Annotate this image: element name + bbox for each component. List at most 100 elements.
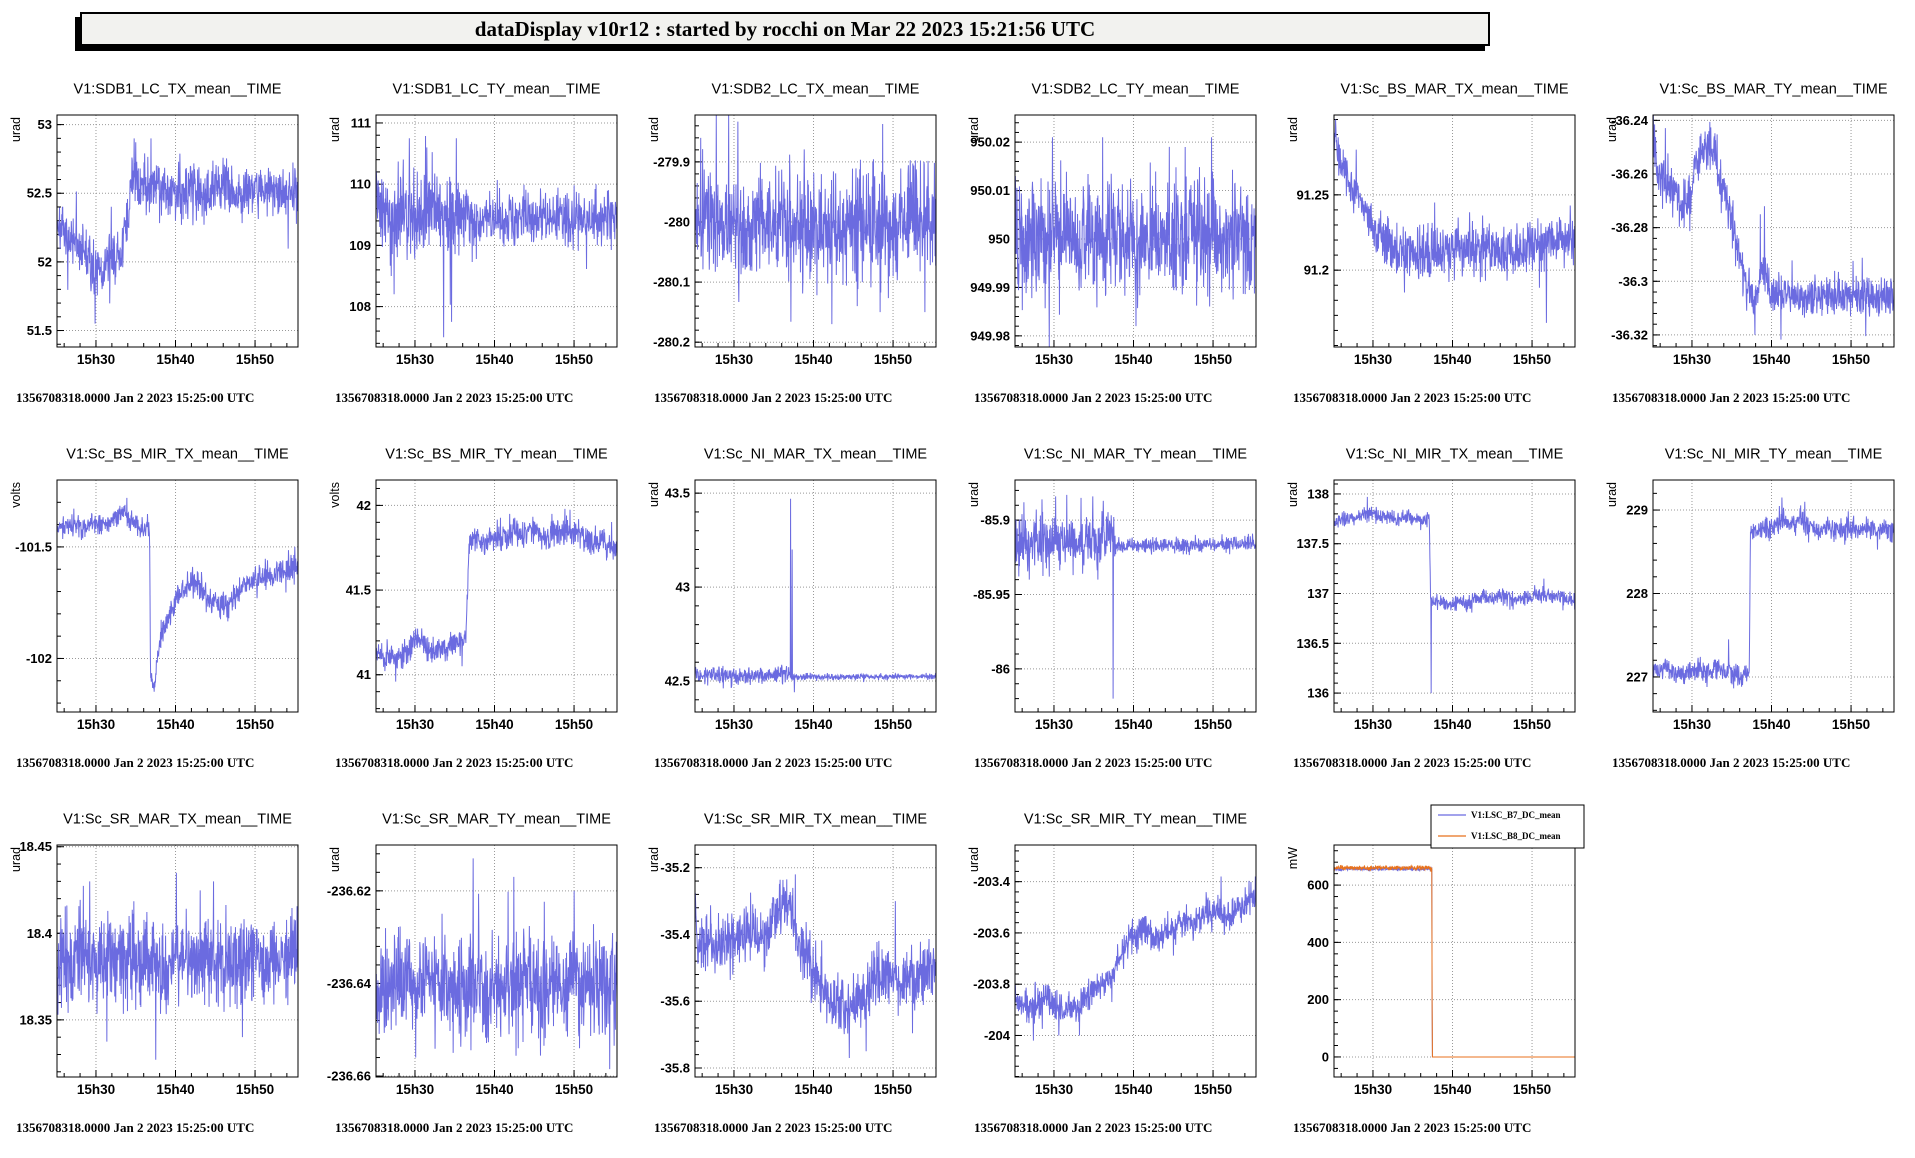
svg-text:1356708318.0000 Jan 2 2023 15:: 1356708318.0000 Jan 2 2023 15:25:00 UTC	[16, 390, 254, 405]
svg-text:15h50: 15h50	[1513, 1082, 1551, 1097]
svg-text:15h30: 15h30	[715, 717, 753, 732]
svg-text:138: 138	[1307, 486, 1329, 501]
svg-text:1356708318.0000 Jan 2 2023 15:: 1356708318.0000 Jan 2 2023 15:25:00 UTC	[654, 1120, 892, 1135]
svg-text:-236.62: -236.62	[327, 883, 371, 898]
svg-text:15h30: 15h30	[1673, 352, 1711, 367]
svg-text:urad: urad	[1605, 117, 1619, 142]
svg-text:V1:Sc_SR_MIR_TY_mean__TIME: V1:Sc_SR_MIR_TY_mean__TIME	[1024, 812, 1248, 828]
svg-text:15h40: 15h40	[1114, 352, 1152, 367]
svg-text:15h50: 15h50	[555, 352, 593, 367]
svg-text:15h30: 15h30	[77, 717, 115, 732]
svg-text:15h30: 15h30	[1035, 717, 1073, 732]
svg-text:urad: urad	[967, 117, 981, 142]
svg-text:15h40: 15h40	[475, 717, 513, 732]
svg-text:-280: -280	[664, 214, 690, 229]
svg-text:V1:Sc_BS_MIR_TY_mean__TIME: V1:Sc_BS_MIR_TY_mean__TIME	[385, 447, 608, 463]
svg-text:15h40: 15h40	[794, 1082, 832, 1097]
svg-text:15h30: 15h30	[77, 1082, 115, 1097]
svg-text:109: 109	[349, 238, 371, 253]
svg-text:-204: -204	[984, 1028, 1011, 1043]
svg-text:15h50: 15h50	[1832, 352, 1870, 367]
svg-text:229: 229	[1626, 503, 1648, 518]
plot-sc-ni-mar-ty: -85.9 -85.95 -86 15h30 15h40 15h50 V1:Sc_NI_MA…	[967, 447, 1257, 770]
svg-text:15h40: 15h40	[1433, 1082, 1471, 1097]
svg-text:V1:SDB2_LC_TX_mean__TIME: V1:SDB2_LC_TX_mean__TIME	[712, 82, 920, 98]
svg-text:52.5: 52.5	[27, 186, 52, 201]
svg-text:15h40: 15h40	[475, 1082, 513, 1097]
svg-text:15h40: 15h40	[156, 717, 194, 732]
svg-text:1356708318.0000 Jan 2 2023 15:: 1356708318.0000 Jan 2 2023 15:25:00 UTC	[1293, 390, 1531, 405]
svg-text:42: 42	[357, 498, 371, 513]
plot-sc-sr-mar-tx: 18.45 18.4 18.35 15h30 15h40 15h50 V1:Sc_SR_MA…	[9, 812, 299, 1135]
plot-sc-bs-mar-tx: 91.25 91.2 15h30 15h40 15h50 V1:Sc_BS_MAR_TX_…	[1286, 82, 1576, 405]
svg-text:15h40: 15h40	[1114, 717, 1152, 732]
svg-text:-36.32: -36.32	[1611, 327, 1648, 342]
svg-text:urad: urad	[9, 847, 23, 872]
svg-text:mW: mW	[1286, 847, 1300, 869]
svg-text:15h40: 15h40	[1114, 1082, 1152, 1097]
svg-text:-35.2: -35.2	[660, 860, 690, 875]
svg-text:urad: urad	[647, 847, 661, 872]
svg-text:1356708318.0000 Jan 2 2023 15:: 1356708318.0000 Jan 2 2023 15:25:00 UTC	[1293, 755, 1531, 770]
svg-text:108: 108	[349, 299, 371, 314]
svg-text:137: 137	[1307, 586, 1329, 601]
svg-text:15h40: 15h40	[1752, 717, 1790, 732]
svg-text:18.35: 18.35	[19, 1012, 52, 1027]
svg-text:-36.24: -36.24	[1611, 113, 1649, 128]
svg-text:15h30: 15h30	[396, 717, 434, 732]
svg-text:15h50: 15h50	[1194, 1082, 1232, 1097]
svg-text:15h40: 15h40	[1433, 352, 1471, 367]
svg-text:urad: urad	[1286, 482, 1300, 507]
svg-text:-279.9: -279.9	[653, 154, 690, 169]
svg-text:V1:SDB1_LC_TY_mean__TIME: V1:SDB1_LC_TY_mean__TIME	[393, 82, 601, 98]
svg-text:1356708318.0000 Jan 2 2023 15:: 1356708318.0000 Jan 2 2023 15:25:00 UTC	[1612, 755, 1850, 770]
svg-text:15h50: 15h50	[874, 1082, 912, 1097]
svg-text:228: 228	[1626, 586, 1648, 601]
svg-text:15h40: 15h40	[1752, 352, 1790, 367]
svg-text:V1:Sc_NI_MIR_TY_mean__TIME: V1:Sc_NI_MIR_TY_mean__TIME	[1665, 447, 1883, 463]
svg-text:111: 111	[351, 115, 371, 130]
svg-text:200: 200	[1307, 992, 1329, 1007]
svg-text:V1:SDB1_LC_TX_mean__TIME: V1:SDB1_LC_TX_mean__TIME	[74, 82, 282, 98]
plot-sdb2-lc-ty: 950.02 950.01 950 949.99 949.98 15h30 15h40 15h…	[967, 82, 1257, 405]
svg-text:15h50: 15h50	[555, 1082, 593, 1097]
svg-text:91.2: 91.2	[1304, 263, 1329, 278]
svg-text:V1:Sc_NI_MIR_TX_mean__TIME: V1:Sc_NI_MIR_TX_mean__TIME	[1346, 447, 1564, 463]
svg-text:V1:Sc_BS_MAR_TX_mean__TIME: V1:Sc_BS_MAR_TX_mean__TIME	[1340, 82, 1568, 98]
svg-text:V1:Sc_SR_MAR_TY_mean__TIME: V1:Sc_SR_MAR_TY_mean__TIME	[382, 812, 611, 828]
svg-text:-203.4: -203.4	[973, 874, 1011, 889]
svg-text:950: 950	[988, 231, 1010, 246]
svg-text:15h40: 15h40	[475, 352, 513, 367]
svg-text:-85.95: -85.95	[973, 587, 1010, 602]
svg-text:15h50: 15h50	[874, 352, 912, 367]
svg-text:15h50: 15h50	[236, 352, 274, 367]
svg-text:-203.8: -203.8	[973, 977, 1010, 992]
svg-text:volts: volts	[9, 482, 23, 508]
svg-text:227: 227	[1626, 669, 1648, 684]
svg-text:53: 53	[38, 117, 52, 132]
svg-text:-36.26: -36.26	[1611, 167, 1648, 182]
svg-text:1356708318.0000 Jan 2 2023 15:: 1356708318.0000 Jan 2 2023 15:25:00 UTC	[1612, 390, 1850, 405]
svg-text:950.02: 950.02	[970, 135, 1010, 150]
svg-text:1356708318.0000 Jan 2 2023 15:: 1356708318.0000 Jan 2 2023 15:25:00 UTC	[335, 755, 573, 770]
svg-text:15h30: 15h30	[77, 352, 115, 367]
svg-text:V1:Sc_SR_MIR_TX_mean__TIME: V1:Sc_SR_MIR_TX_mean__TIME	[704, 812, 928, 828]
title-text: dataDisplay v10r12 : started by rocchi o…	[474, 16, 1096, 41]
svg-text:52: 52	[38, 254, 52, 269]
svg-text:950.01: 950.01	[970, 183, 1010, 198]
svg-text:91.25: 91.25	[1296, 187, 1329, 202]
svg-text:V1:LSC_B8_DC_mean: V1:LSC_B8_DC_mean	[1471, 831, 1561, 841]
svg-text:-102: -102	[26, 651, 52, 666]
plot-sc-bs-mar-ty: -36.24 -36.26 -36.28 -36.3 -36.32 15h30 15h40 1…	[1605, 82, 1895, 405]
plot-sc-sr-mir-tx: -35.2 -35.4 -35.6 -35.8 15h30 15h40 15h50 V1:Sc…	[647, 812, 937, 1135]
svg-text:15h30: 15h30	[1354, 352, 1392, 367]
svg-text:15h40: 15h40	[794, 717, 832, 732]
svg-text:-35.4: -35.4	[660, 927, 690, 942]
svg-text:1356708318.0000 Jan 2 2023 15:: 1356708318.0000 Jan 2 2023 15:25:00 UTC	[335, 390, 573, 405]
svg-text:15h50: 15h50	[236, 717, 274, 732]
svg-text:urad: urad	[647, 117, 661, 142]
svg-text:V1:Sc_BS_MAR_TY_mean__TIME: V1:Sc_BS_MAR_TY_mean__TIME	[1659, 82, 1887, 98]
svg-text:1356708318.0000 Jan 2 2023 15:: 1356708318.0000 Jan 2 2023 15:25:00 UTC	[654, 390, 892, 405]
svg-text:V1:Sc_NI_MAR_TY_mean__TIME: V1:Sc_NI_MAR_TY_mean__TIME	[1024, 447, 1248, 463]
